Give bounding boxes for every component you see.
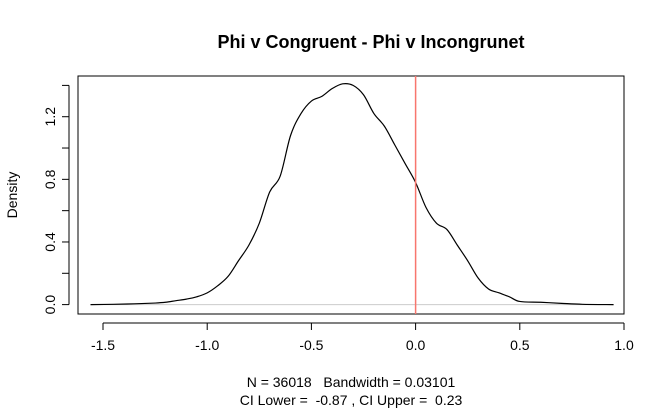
y-axis: 0.0 0.4 0.8 1.2 — [42, 84, 70, 315]
x-tick-label: 1.0 — [614, 337, 634, 353]
y-tick-label: 0.4 — [42, 232, 58, 252]
y-tick-label: 0.0 — [42, 295, 58, 315]
x-tick-label: -1.5 — [91, 337, 115, 353]
density-line — [90, 82, 614, 306]
y-tick-label: 0.8 — [42, 169, 58, 189]
x-axis-label-line2: CI Lower = -0.87 , CI Upper = 0.23 — [240, 392, 463, 408]
x-axis: -1.5 -1.0 -0.5 0.0 0.5 1.0 — [91, 322, 634, 353]
x-axis-label-line1: N = 36018 Bandwidth = 0.03101 — [247, 374, 456, 390]
plot-box — [77, 75, 625, 315]
y-axis-label: Density — [4, 172, 20, 219]
x-tick-label: 0.0 — [406, 337, 426, 353]
x-tick-label: -0.5 — [299, 337, 323, 353]
x-tick-label: -1.0 — [195, 337, 219, 353]
x-tick-label: 0.5 — [510, 337, 530, 353]
y-tick-label: 1.2 — [42, 107, 58, 127]
chart-title: Phi v Congruent - Phi v Incongrunet — [217, 32, 524, 52]
